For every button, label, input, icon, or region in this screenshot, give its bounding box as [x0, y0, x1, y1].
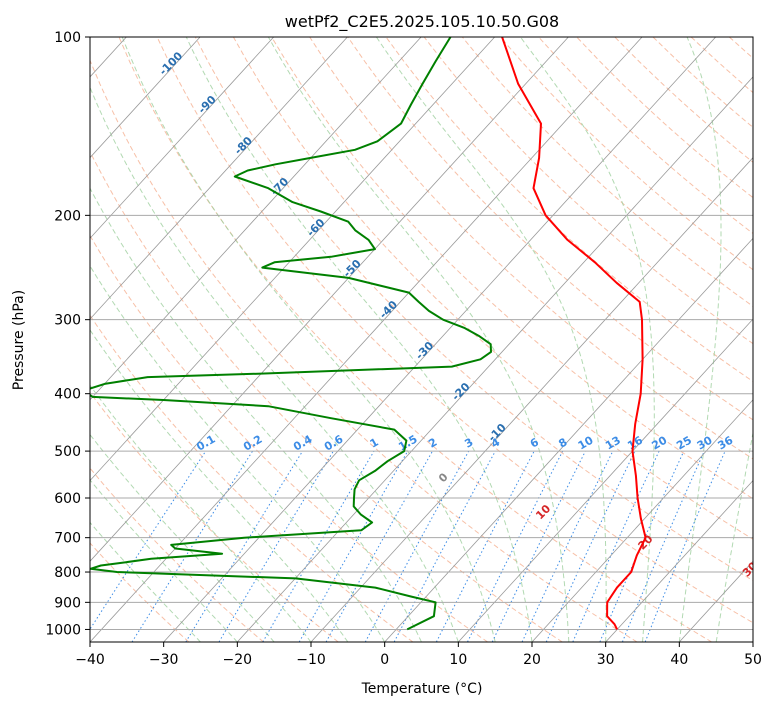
dry-adiabat: [90, 314, 414, 642]
x-tick-label: 20: [523, 652, 541, 668]
moist-adiabat: [267, 37, 570, 642]
isotherm: [90, 37, 569, 562]
y-tick-label: 300: [54, 313, 81, 329]
x-tick-label: −40: [75, 652, 105, 668]
dry-adiabat: [385, 37, 753, 383]
dry-adiabat: [194, 37, 753, 582]
y-tick-label: 700: [54, 531, 81, 547]
moist-adiabat: [90, 329, 349, 642]
mixing-ratio-line: [90, 450, 207, 631]
moist-adiabat: [519, 37, 655, 642]
isotherm: [531, 399, 753, 642]
mixing-ratio-line: [621, 450, 705, 642]
dry-adiabat: [90, 59, 638, 642]
background-lines: [90, 37, 753, 642]
dry-adiabat: [271, 37, 753, 500]
mixing-ratio-line: [325, 450, 433, 642]
moist-adiabat: [90, 521, 201, 642]
x-axis-label: Temperature (°C): [361, 681, 483, 697]
isotherm: [90, 37, 643, 642]
isotherm: [90, 37, 348, 320]
y-tick-label: 100: [54, 30, 81, 46]
x-tick-label: 40: [670, 652, 688, 668]
dry-adiabat: [90, 150, 563, 642]
isotherm: [163, 37, 716, 642]
isotherm: [90, 37, 201, 159]
moist-adiabat: [715, 430, 753, 642]
dry-adiabat: [309, 37, 753, 460]
isotherm: [90, 37, 495, 482]
x-tick-label: −10: [296, 652, 326, 668]
mixing-ratio-line: [364, 450, 470, 642]
isotherm: [605, 479, 753, 642]
dewpoint-profile: [90, 37, 492, 631]
isotherm: [310, 157, 753, 642]
moist-adiabat: [185, 37, 533, 642]
y-tick-label: 400: [54, 387, 81, 403]
x-tick-label: −30: [149, 652, 179, 668]
plot-frame: [89, 36, 754, 643]
moist-adiabat: [90, 86, 459, 642]
moist-adiabat: [90, 479, 238, 642]
moist-adiabat: [90, 433, 275, 642]
dry-adiabat: [156, 37, 753, 624]
y-tick-label: 600: [54, 491, 81, 507]
y-tick-label: 500: [54, 444, 81, 460]
x-tick-label: 10: [449, 652, 467, 668]
dry-adiabat: [232, 37, 753, 540]
isotherm: [458, 318, 753, 642]
moist-adiabat: [90, 187, 422, 642]
isotherm: [237, 76, 753, 642]
mixing-ratio-line: [393, 450, 496, 642]
isotherm: [90, 37, 422, 401]
y-tick-label: 1000: [45, 622, 81, 638]
x-tick-label: −20: [223, 652, 253, 668]
isotherm: [384, 237, 753, 642]
isotherm: [90, 37, 274, 239]
y-tick-label: 900: [54, 595, 81, 611]
mixing-ratio-line: [572, 450, 660, 642]
profiles: [90, 37, 647, 631]
temperature-profile: [501, 37, 647, 630]
moist-adiabat: [121, 37, 496, 642]
moist-adiabat: [678, 37, 722, 642]
dry-adiabat: [423, 37, 753, 345]
moist-adiabat: [90, 264, 386, 642]
y-tick-label: 200: [54, 208, 81, 224]
dry-adiabat: [118, 37, 712, 642]
axes: −40 −30 −20 −10 0 10 20 30 40 50 100 200 300 400 500 60…: [45, 30, 762, 668]
x-tick-label: 30: [597, 652, 615, 668]
y-axis-label: Pressure (hPa): [11, 290, 27, 390]
moist-adiabat: [375, 37, 607, 642]
x-tick-label: 0: [380, 652, 389, 668]
y-tick-label: 800: [54, 565, 81, 581]
mixing-ratio-line: [185, 450, 304, 642]
chart-title: wetPf2_C2E5.2025.105.10.50.G08: [285, 12, 559, 32]
x-tick-label: 50: [744, 652, 762, 668]
mixing-ratio-line: [467, 450, 564, 642]
mixing-ratio-line: [131, 450, 254, 642]
